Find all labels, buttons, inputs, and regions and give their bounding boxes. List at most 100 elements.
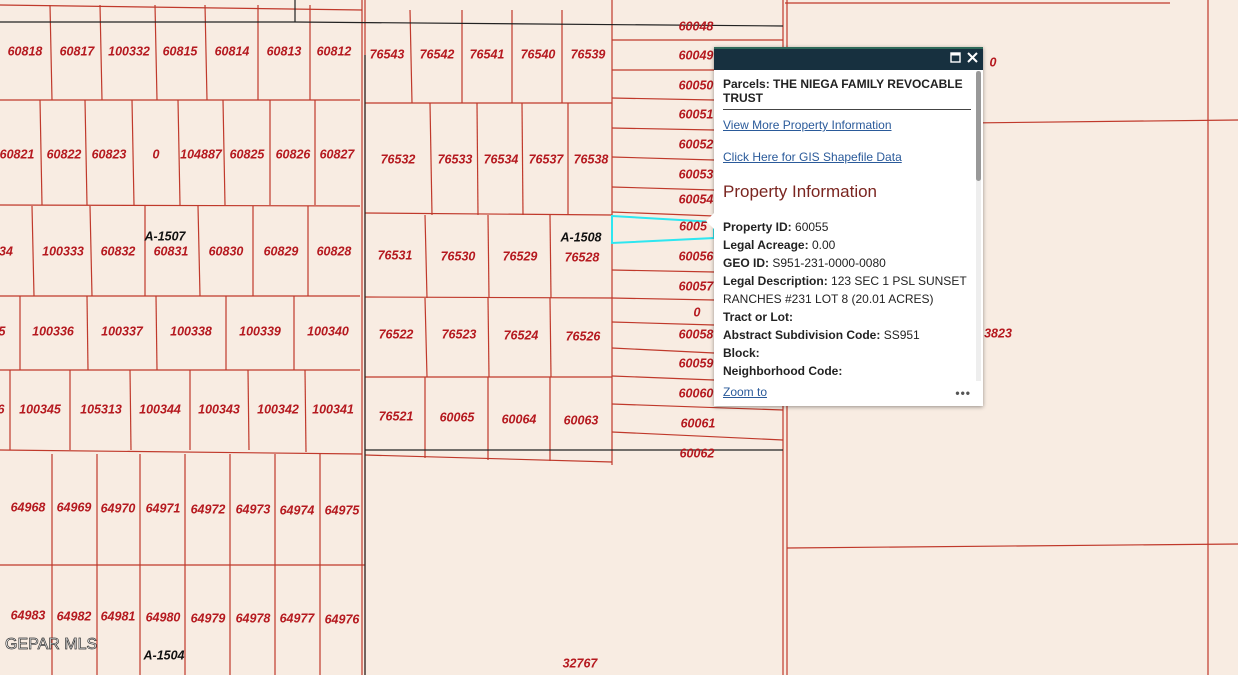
parcel-label: 64970 <box>101 501 136 515</box>
parcel-label: 76531 <box>378 248 413 262</box>
scroll-thumb[interactable] <box>976 71 981 181</box>
parcel-line <box>611 321 715 326</box>
scrollbar[interactable] <box>976 71 981 381</box>
parcel-label: 60058 <box>679 327 714 341</box>
parcel-line <box>549 297 552 378</box>
parcel-label: 60830 <box>209 244 244 258</box>
parcel-line <box>409 9 413 104</box>
maximize-button[interactable] <box>950 52 961 63</box>
parcel-line <box>222 99 226 206</box>
parcel-line <box>611 297 715 301</box>
field-row: Property ID: 60055 <box>723 218 971 236</box>
parcel-label: 100337 <box>101 324 144 338</box>
close-button[interactable] <box>967 52 978 63</box>
parcel-label: 76532 <box>381 152 416 166</box>
parcel-label: 76524 <box>504 328 539 342</box>
parcel-line <box>84 99 88 206</box>
parcel-line <box>611 269 715 273</box>
parcel-label: 64976 <box>325 612 361 626</box>
parcel-line <box>294 21 784 27</box>
parcel-line <box>611 347 715 354</box>
parcel-label: 34 <box>0 244 13 258</box>
parcel-label: 0 <box>990 55 997 69</box>
parcel-label: 104887 <box>180 147 223 161</box>
parcel-label: 60815 <box>163 44 199 58</box>
parcel-label: 60829 <box>264 244 299 258</box>
parcel-label: 60827 <box>320 147 356 161</box>
parcel-label: 100343 <box>198 402 240 416</box>
parcel-line <box>49 4 53 101</box>
field-row: Legal Description: 123 SEC 1 PSL SUNSET … <box>723 272 971 308</box>
field-value: S951-231-0000-0080 <box>772 256 886 270</box>
field-value: 60055 <box>795 220 829 234</box>
parcel-line <box>611 127 715 131</box>
parcel-line <box>129 369 132 451</box>
parcel-label: 60062 <box>680 446 715 460</box>
parcel-line <box>611 186 715 191</box>
parcel-label: 76528 <box>565 250 600 264</box>
parcel-line <box>487 297 490 378</box>
parcel-line <box>786 543 1238 549</box>
section-heading: Property Information <box>723 182 878 201</box>
parcel-label: 60822 <box>47 147 82 161</box>
parcel-label: 64975 <box>325 503 361 517</box>
field-label: GEO ID: <box>723 256 770 270</box>
parcel-label: 5 <box>0 324 7 338</box>
parcel-line <box>204 4 208 101</box>
parcel-label: 100338 <box>170 324 212 338</box>
parcel-line <box>304 369 307 453</box>
parcel-label: 60065 <box>440 410 476 424</box>
parcel-label: 60051 <box>679 107 714 121</box>
field-value: SS951 <box>883 328 920 342</box>
parcel-label: 64968 <box>11 500 46 514</box>
field-row: GEO ID: S951-231-0000-0080 <box>723 254 971 272</box>
link[interactable]: View More Property Information <box>723 118 892 132</box>
parcel-label: 60059 <box>679 356 714 370</box>
more-menu[interactable]: ••• <box>955 386 971 400</box>
parcel-label: 60061 <box>681 416 716 430</box>
parcel-line <box>476 102 479 216</box>
parcel-label: 60060 <box>679 386 714 400</box>
parcel-line <box>154 4 158 101</box>
field-row: Abstract Subdivision Code: SS951 <box>723 326 971 344</box>
parcel-label: 100332 <box>108 44 150 58</box>
parcel-line <box>611 403 784 411</box>
field-label: Legal Description: <box>723 274 828 288</box>
parcel-label: 64972 <box>191 502 226 516</box>
parcel-label: 64971 <box>146 501 181 515</box>
parcel-label: 60828 <box>317 244 352 258</box>
field-row: Tract or Lot: <box>723 308 971 326</box>
parcel-line <box>0 4 363 11</box>
parcel-label: 0 <box>694 305 701 319</box>
abstract-label: A-1507 <box>144 229 187 243</box>
fields: Property ID: 60055 Legal Acreage: 0.00 GEO… <box>723 218 971 380</box>
field-value: 123 SEC 1 PSL SUNSET RANCHES #231 LOT 8 … <box>723 274 967 306</box>
parcel-line <box>424 214 428 299</box>
link[interactable]: Click Here for GIS Shapefile Data <box>723 150 902 164</box>
abstract-label: A-1508 <box>560 230 602 244</box>
parcel-line <box>89 205 93 297</box>
parcel-line <box>487 214 490 299</box>
parcel-label: 64974 <box>280 503 315 517</box>
parcel-line <box>31 205 35 297</box>
parcel-label: 100345 <box>19 402 62 416</box>
parcel-label: 64981 <box>101 609 136 623</box>
parcel-line <box>86 295 89 371</box>
parcel-label: 76530 <box>441 249 476 263</box>
parcel-label: 100342 <box>257 402 299 416</box>
parcel-label: 60812 <box>317 44 352 58</box>
parcel-label: 64977 <box>280 611 316 625</box>
zoom-link[interactable]: Zoom to <box>723 385 768 399</box>
parcel-label: 60049 <box>679 48 714 62</box>
parcel-line <box>611 156 715 161</box>
parcel-label: 64978 <box>236 611 271 625</box>
parcel-label: 105313 <box>80 402 122 416</box>
parcel-label: 76539 <box>571 47 606 61</box>
parcel-line <box>611 375 715 381</box>
parcel-label: 60826 <box>276 147 312 161</box>
parcel-label: 60817 <box>60 44 96 58</box>
field-label: Legal Acreage: <box>723 238 809 252</box>
